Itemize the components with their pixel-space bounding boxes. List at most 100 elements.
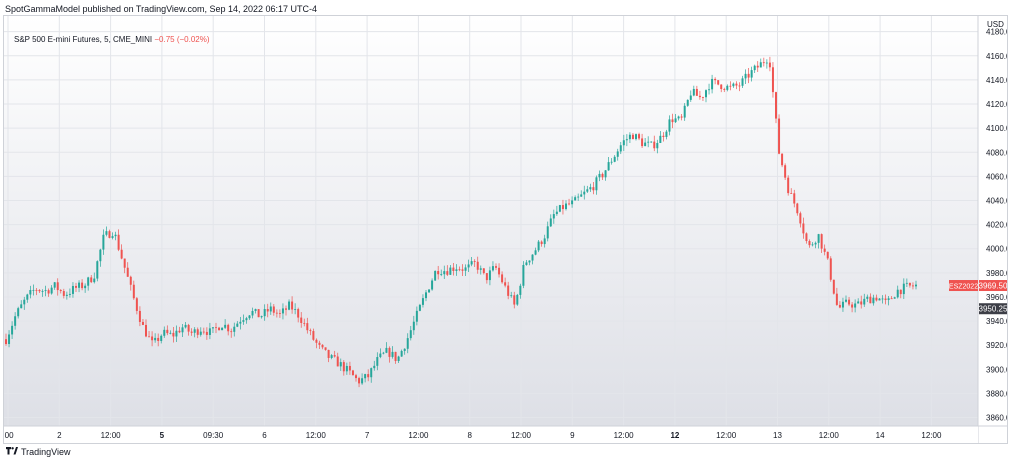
candle [190,328,193,336]
candles [5,56,917,388]
candle [674,114,677,124]
x-tick-label: 12:00 [306,431,327,440]
candle [781,153,784,168]
candle [845,295,847,303]
candle [689,90,692,102]
candle [205,327,208,340]
candle [802,217,805,239]
candle [561,199,564,215]
candle [56,278,59,296]
candle [580,190,583,197]
candle [495,263,497,271]
candle [668,115,671,136]
candle [534,247,537,256]
candle [303,318,306,327]
candle [306,317,309,334]
y-tick-label: 4160.00 [986,52,1007,61]
candle [768,56,771,72]
grid-lines [4,16,978,426]
candle [126,262,129,277]
candle [908,282,911,288]
candle [8,330,11,348]
candle [848,297,851,307]
x-tick-label: 12:00 [716,431,737,440]
candle [552,209,555,224]
candle [717,80,720,86]
candle [905,278,908,288]
footer-brand[interactable]: TradingView [6,447,71,457]
candle [796,202,799,216]
y-tick-label: 4080.00 [986,148,1007,157]
candle [111,232,114,240]
candle [391,346,394,359]
candle [65,291,68,300]
candle [114,231,117,241]
candle [866,294,869,303]
candle [708,83,711,95]
candle [263,304,266,321]
candle [458,266,461,272]
candle [345,362,348,375]
candle [160,334,163,344]
candle [811,242,814,247]
candle [735,81,738,90]
candle [872,294,875,306]
candle [90,274,93,284]
candle [154,333,157,343]
candle [705,89,707,103]
candle [565,200,567,211]
candle [364,373,367,383]
candle [662,132,665,142]
y-tick-label: 3900.00 [986,365,1007,374]
candle [254,308,257,314]
candle [300,312,303,328]
candle [196,327,199,339]
candle [227,323,230,336]
candle [157,333,160,347]
candle [854,299,857,313]
x-tick-label: 12:00 [921,431,942,440]
candle [14,312,17,330]
y-tick-label: 4180.00 [986,28,1007,37]
candle [671,113,674,129]
y-tick-label: 3980.00 [986,269,1007,278]
candle [278,309,281,318]
price-axis[interactable]: 3860.00 3880.00 3900.00 3920.00 3940.00 3960.… [986,28,1007,423]
candle [878,298,881,301]
candle [841,297,844,312]
candle [138,306,141,327]
candle [738,82,741,92]
candle [166,325,169,336]
candle [498,263,501,278]
time-axis-background [4,426,978,443]
candle [145,319,147,338]
candle [790,188,793,194]
candle [20,300,23,309]
candle [275,309,278,318]
candle [622,134,625,151]
candle [485,272,488,284]
candle [571,196,574,208]
price-change: −0.75 (−0.02%) [154,35,210,44]
chart-pane[interactable]: USD 3860.003880.003900.003920.003940.003… [3,15,1008,444]
candle [750,66,753,82]
candle [686,99,689,107]
candle [692,85,695,97]
candle [117,229,120,252]
candle [239,316,242,330]
candle [558,204,561,213]
x-tick-label: 12:00 [408,431,429,440]
candle [899,289,902,299]
candle [631,133,634,140]
time-axis[interactable]: :00 2 12:00 5 09:30 6 12:00 7 12:00 8 12:00 9 12:00 1… [4,431,942,440]
candle [132,280,135,300]
candle [351,369,354,376]
candle [78,280,81,293]
price-chart[interactable]: USD 3860.003880.003900.003920.003940.003… [4,16,1007,443]
candle [683,103,686,121]
candle [99,248,102,267]
candle [784,163,787,181]
x-tick-label: 13 [773,431,782,440]
candle [479,265,482,275]
candle [902,278,905,300]
